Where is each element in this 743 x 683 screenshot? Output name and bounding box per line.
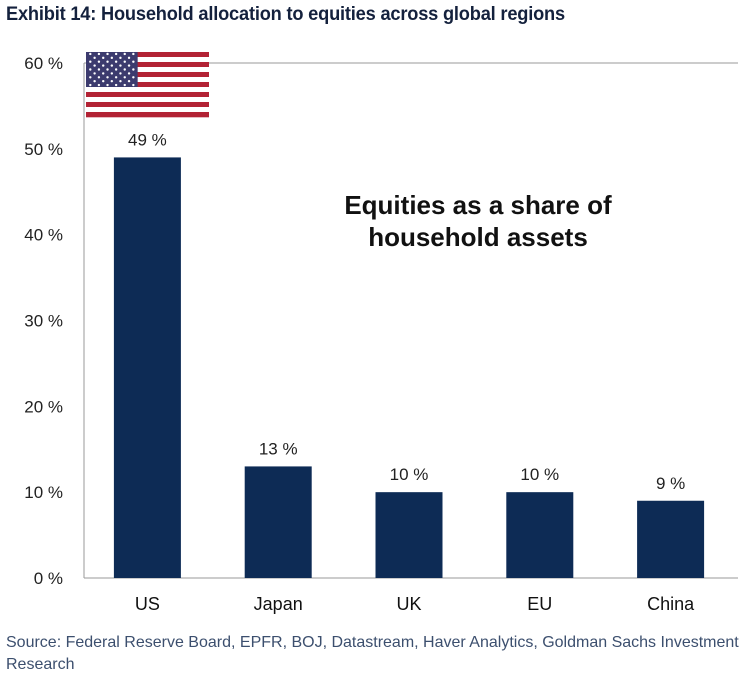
chart-title: Exhibit 14: Household allocation to equi… <box>6 4 565 25</box>
flag-star <box>132 83 135 87</box>
flag-star <box>89 52 92 56</box>
flag-star <box>93 79 96 83</box>
flag-star <box>114 60 118 63</box>
flag-stripe <box>86 72 209 78</box>
flag-stripe <box>86 62 209 68</box>
flag-star <box>102 72 105 75</box>
flag-stripe <box>86 77 209 83</box>
bars-group: 49 % US 13 % Japan 10 % UK 10 % EU 9 % China <box>113 130 705 614</box>
flag-star <box>123 68 126 71</box>
flag-star <box>123 60 126 63</box>
flag-star <box>132 68 135 71</box>
flag-star <box>127 64 131 67</box>
annotation-line-1: Equities as a share of <box>344 190 612 220</box>
flag-stripe <box>86 57 209 63</box>
flag-star <box>114 83 118 87</box>
bar-uk <box>375 492 443 578</box>
flag-star <box>106 60 109 63</box>
data-label-china: 9 % <box>656 474 685 493</box>
flag-star <box>93 56 96 60</box>
flag-star <box>102 56 105 60</box>
flag-star <box>93 64 96 67</box>
flag-star <box>110 79 114 83</box>
x-tick-label-japan: Japan <box>254 594 303 614</box>
flag-star <box>97 68 101 71</box>
data-label-japan: 13 % <box>259 439 298 458</box>
y-tick-label: 60 % <box>24 54 63 73</box>
flag-star <box>127 56 131 60</box>
flag-star <box>97 60 101 63</box>
y-tick-label: 10 % <box>24 483 63 502</box>
flag-star <box>123 83 126 87</box>
flag-star <box>110 56 114 60</box>
y-tick-label: 20 % <box>24 397 63 416</box>
flag-stripe <box>86 52 209 58</box>
flag-star <box>102 79 105 83</box>
flag-star <box>102 64 105 67</box>
flag-star <box>119 79 122 83</box>
flag-star <box>123 76 126 79</box>
data-label-uk: 10 % <box>390 465 429 484</box>
data-label-us: 49 % <box>128 130 167 149</box>
y-tick-label: 50 % <box>24 140 63 159</box>
source-note: Source: Federal Reserve Board, EPFR, BOJ… <box>6 634 739 673</box>
flag-stripe <box>86 107 209 113</box>
flag-stripe <box>86 67 209 73</box>
flag-stripe <box>86 92 209 98</box>
flag-stripe <box>86 97 209 103</box>
bar-us <box>113 157 181 578</box>
flag-star <box>132 52 135 56</box>
flag-star <box>127 79 131 83</box>
bar-eu <box>506 492 574 578</box>
flag-star <box>110 64 114 67</box>
flag-star <box>132 60 135 63</box>
flag-star <box>97 52 101 56</box>
flag-star <box>114 52 118 56</box>
annotation-line-2: household assets <box>368 222 588 252</box>
y-tick-label: 30 % <box>24 312 63 331</box>
y-tick-label: 40 % <box>24 226 63 245</box>
flag-star <box>119 56 122 60</box>
flag-stripe <box>86 112 209 118</box>
flag-star <box>106 83 109 87</box>
flag-star <box>106 68 109 71</box>
chart-axes: 0 % 10 % 20 % 30 % 40 % 50 % 60 % <box>24 54 738 588</box>
flag-star <box>106 76 109 79</box>
data-label-eu: 10 % <box>520 465 559 484</box>
flag-star <box>106 52 109 56</box>
flag-star <box>123 52 126 56</box>
us-flag-icon <box>86 52 209 118</box>
flag-star <box>89 60 92 63</box>
x-tick-label-china: China <box>647 594 695 614</box>
flag-star <box>127 72 131 75</box>
bar-china <box>637 500 705 578</box>
flag-star <box>93 72 96 75</box>
flag-star <box>114 68 118 71</box>
flag-stripe <box>86 102 209 108</box>
flag-star <box>97 83 101 87</box>
flag-star <box>89 76 92 79</box>
flag-star <box>110 72 114 75</box>
y-tick-label: 0 % <box>34 569 63 588</box>
flag-star <box>97 76 101 79</box>
flag-star <box>89 83 92 87</box>
flag-star <box>132 76 135 79</box>
x-tick-label-eu: EU <box>527 594 552 614</box>
x-tick-label-us: US <box>135 594 160 614</box>
flag-stripe <box>86 82 209 88</box>
x-tick-label-uk: UK <box>396 594 421 614</box>
flag-star <box>114 76 118 79</box>
flag-stripe <box>86 87 209 93</box>
flag-star <box>89 68 92 71</box>
flag-star <box>119 72 122 75</box>
flag-star <box>119 64 122 67</box>
bar-japan <box>244 466 312 578</box>
bar-chart: 0 % 10 % 20 % 30 % 40 % 50 % 60 % 49 % US 13 % Ja… <box>24 52 738 614</box>
